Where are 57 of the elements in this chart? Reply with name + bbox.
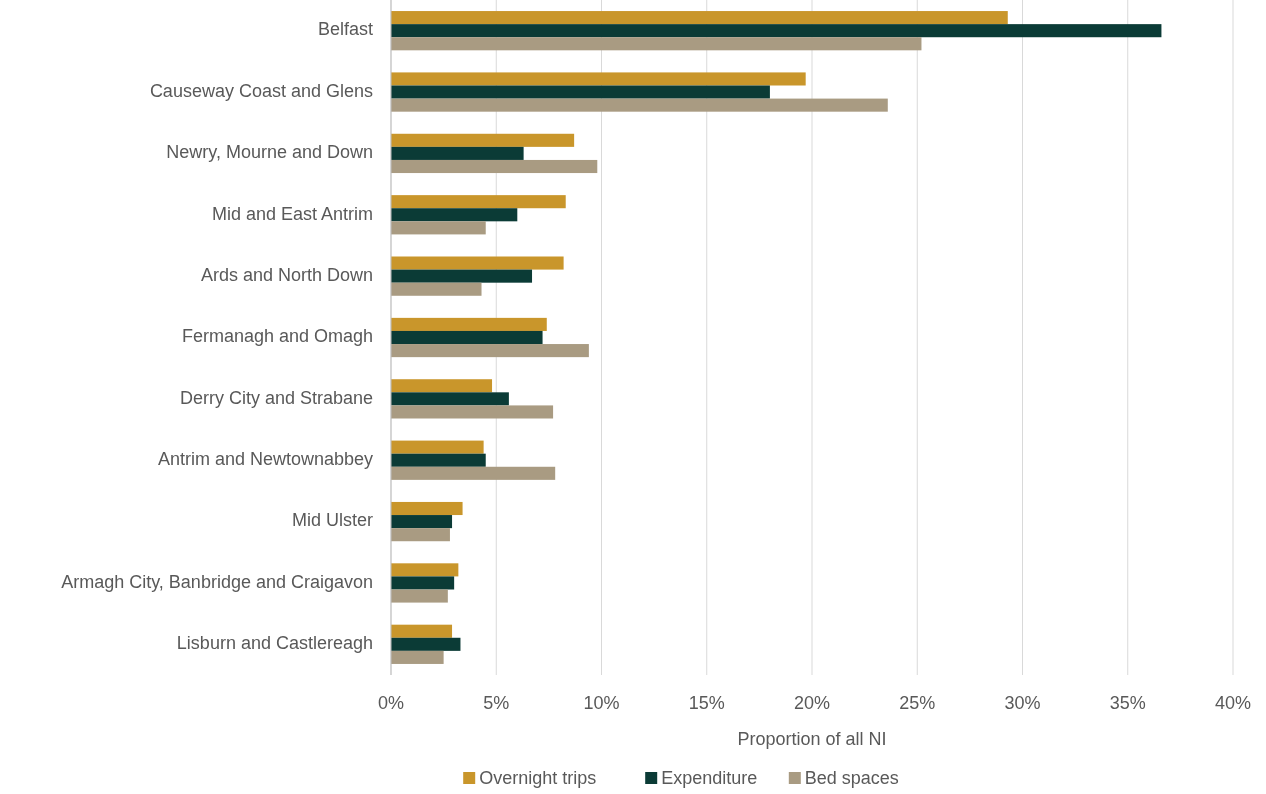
bar: [391, 11, 1008, 25]
bar: [391, 72, 806, 86]
bar: [391, 159, 598, 174]
x-tick-label: 25%: [899, 693, 936, 713]
x-tick-label: 35%: [1109, 693, 1146, 713]
bar: [391, 282, 482, 296]
bar: [391, 146, 524, 160]
x-tick-label: 40%: [1214, 693, 1252, 713]
bar: [391, 637, 461, 651]
bar: [391, 392, 509, 406]
legend-label: Bed spaces: [804, 768, 899, 788]
bar: [391, 269, 533, 283]
bar: [391, 563, 459, 577]
bar: [391, 85, 770, 99]
bar: [391, 576, 455, 590]
bar: [391, 528, 450, 542]
x-tick-label: 10%: [583, 693, 620, 713]
bar: [391, 221, 486, 235]
bar: [391, 624, 453, 638]
bar: [391, 589, 448, 603]
bar: [391, 330, 543, 345]
bar: [391, 24, 1162, 38]
bar: [391, 317, 547, 331]
bar: [391, 515, 453, 529]
y-tick-label: Fermanagh and Omagh: [181, 326, 373, 347]
bar: [391, 466, 556, 480]
x-tick-label: 15%: [688, 693, 725, 713]
legend-label: Overnight trips: [479, 768, 597, 788]
legend-label: Expenditure: [661, 768, 758, 788]
y-tick-label: Derry City and Strabane: [179, 387, 373, 408]
bar: [391, 501, 463, 516]
y-tick-label: Causeway Coast and Glens: [149, 80, 373, 101]
bar: [391, 405, 554, 419]
bar: [391, 208, 518, 222]
x-tick-label: 5%: [483, 693, 510, 713]
bar: [391, 256, 564, 270]
y-tick-label: Newry, Mourne and Down: [166, 142, 373, 163]
y-tick-label: Belfast: [317, 19, 373, 40]
bar: [391, 650, 444, 664]
x-tick-label: 0%: [377, 693, 405, 713]
bar: [391, 379, 493, 393]
y-tick-label: Mid Ulster: [291, 510, 373, 531]
x-tick-label: 20%: [793, 693, 831, 713]
y-tick-label: Ards and North Down: [200, 264, 373, 285]
x-tick-label: 30%: [1004, 693, 1041, 713]
bar: [391, 98, 888, 112]
bar: [391, 440, 484, 454]
bar: [391, 453, 486, 467]
y-tick-label: Lisburn and Castlereagh: [176, 633, 373, 654]
bar: [391, 344, 589, 358]
y-tick-label: Mid and East Antrim: [211, 203, 373, 224]
x-axis-title: Proportion of all NI: [737, 729, 887, 749]
bar: [391, 195, 566, 209]
bar: [391, 37, 922, 51]
y-tick-label: Antrim and Newtownabbey: [157, 448, 373, 469]
bar: [391, 133, 575, 147]
y-tick-label: Armagh City, Banbridge and Craigavon: [61, 571, 373, 592]
